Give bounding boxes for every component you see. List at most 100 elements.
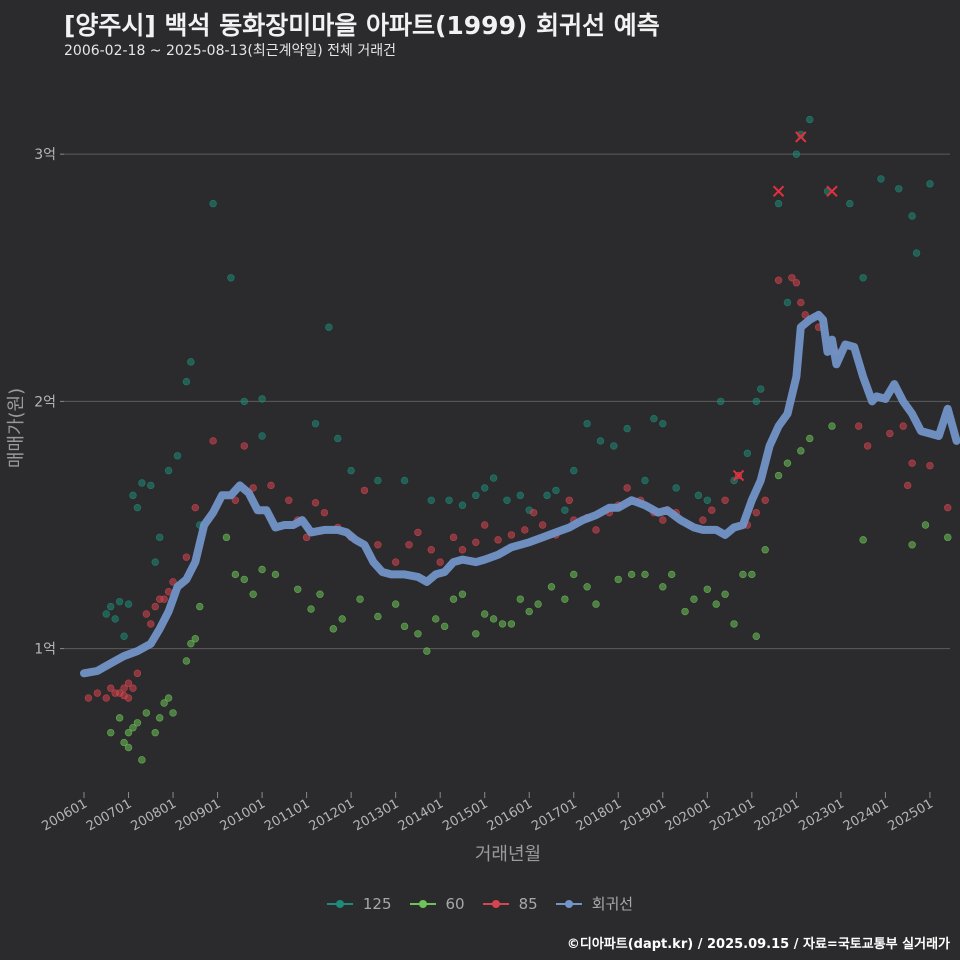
data-point <box>320 508 329 517</box>
data-point <box>797 447 805 455</box>
x-tick-label: 201201 <box>307 796 357 834</box>
scatter-points <box>84 115 952 764</box>
data-point <box>129 491 137 500</box>
data-point <box>405 541 413 549</box>
y-tick-label: 3억 <box>34 147 56 163</box>
data-point <box>414 630 422 638</box>
data-point <box>792 279 801 287</box>
data-point <box>908 541 916 549</box>
data-point <box>374 612 382 621</box>
data-point <box>503 496 511 504</box>
data-point <box>507 531 516 539</box>
chart-title: [양주시] 백석 동화장미마을 아파트(1999) 회귀선 예측 <box>64 11 660 40</box>
data-point <box>133 503 142 512</box>
data-point <box>748 570 756 579</box>
data-point <box>908 212 916 220</box>
data-point <box>209 199 217 208</box>
data-point <box>472 630 480 638</box>
data-point <box>481 610 489 618</box>
data-point <box>721 496 729 504</box>
data-point <box>173 452 182 460</box>
data-point <box>659 516 667 524</box>
data-point <box>129 684 137 692</box>
data-point <box>449 595 458 603</box>
grid-lines <box>64 153 950 650</box>
x-tick-label: 202201 <box>752 796 802 834</box>
data-point <box>552 486 560 495</box>
data-point <box>120 738 128 747</box>
data-point <box>400 622 409 631</box>
data-point <box>752 508 760 517</box>
data-point <box>623 424 631 433</box>
data-point <box>854 422 863 430</box>
data-point <box>708 506 716 514</box>
data-point <box>730 620 738 628</box>
x-tick-label: 202401 <box>841 796 891 834</box>
data-point <box>944 533 952 542</box>
x-tick-label: 202301 <box>796 796 846 834</box>
data-point <box>249 590 257 598</box>
data-point <box>196 602 204 611</box>
data-point <box>307 605 315 613</box>
data-point <box>107 684 115 692</box>
data-point <box>360 486 369 495</box>
data-point <box>565 496 573 504</box>
data-point <box>570 466 578 475</box>
data-point <box>227 274 235 282</box>
data-point <box>489 474 498 482</box>
data-point <box>120 684 128 692</box>
data-point <box>240 575 248 584</box>
data-point <box>445 496 453 504</box>
data-point <box>102 694 110 702</box>
data-point <box>285 496 293 504</box>
data-point <box>240 442 248 450</box>
data-point <box>129 724 137 732</box>
data-point <box>374 476 382 485</box>
data-point <box>534 600 542 608</box>
data-point <box>703 496 712 504</box>
y-tick-label: 2억 <box>34 394 56 410</box>
data-point <box>498 620 507 628</box>
x-tick-label: 201301 <box>351 796 401 834</box>
data-point <box>903 481 912 490</box>
data-point <box>147 481 155 490</box>
x-axis-label: 거래년월 <box>475 844 541 865</box>
data-point <box>155 533 164 542</box>
legend-item-125: 125 <box>326 895 392 913</box>
x-tick-label: 200801 <box>129 796 179 834</box>
x-tick-label: 202101 <box>707 796 757 834</box>
data-point <box>543 491 551 500</box>
data-point <box>481 521 489 529</box>
series-125 <box>102 115 934 640</box>
data-point <box>783 298 792 307</box>
data-point <box>489 615 498 623</box>
data-point <box>783 459 792 467</box>
legend-item-85: 85 <box>482 895 538 913</box>
data-point <box>774 199 783 208</box>
legend-item-60: 60 <box>409 895 465 913</box>
data-point <box>899 422 907 430</box>
data-point <box>525 607 533 616</box>
data-point <box>561 506 569 514</box>
data-point <box>681 607 689 616</box>
regression-line-layer <box>80 310 960 678</box>
data-point <box>895 185 903 193</box>
marker-stroke <box>795 131 807 143</box>
data-point <box>347 466 355 475</box>
x-tick-label: 202001 <box>663 796 713 834</box>
data-point <box>716 397 725 406</box>
data-point <box>659 419 667 428</box>
data-point <box>623 484 631 492</box>
data-point <box>124 743 133 752</box>
data-point <box>440 622 449 631</box>
y-axis-label: 매매가(원) <box>6 388 27 468</box>
data-point <box>267 481 275 490</box>
x-tick-label: 201001 <box>218 796 268 834</box>
data-point <box>142 610 151 618</box>
data-point <box>908 459 916 467</box>
x-tick-label: 200601 <box>40 796 90 834</box>
data-point <box>302 533 311 542</box>
data-point <box>694 491 703 500</box>
data-point <box>151 558 159 566</box>
data-point <box>133 669 142 678</box>
